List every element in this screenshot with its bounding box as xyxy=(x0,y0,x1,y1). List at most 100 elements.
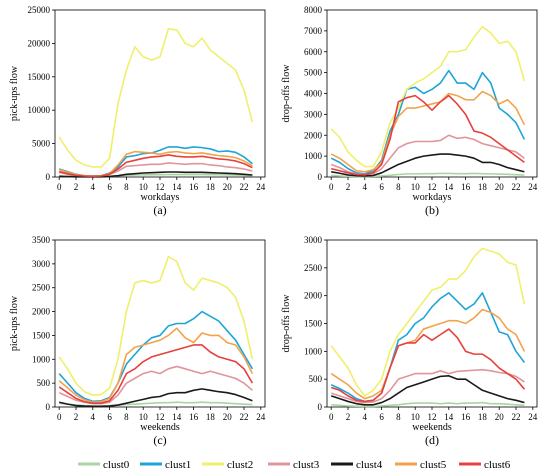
y-axis-title: pick-ups flow xyxy=(9,65,20,121)
y-tick-label: 6000 xyxy=(304,47,323,57)
y-tick-label: 1000 xyxy=(304,151,323,161)
x-tick-label: 10 xyxy=(139,412,149,422)
y-tick-label: 25000 xyxy=(28,5,51,15)
x-tick-label: 16 xyxy=(189,182,199,192)
legend-label-clust3: clust3 xyxy=(293,459,320,471)
plot-frame xyxy=(326,9,538,178)
x-tick-label: 6 xyxy=(107,412,112,422)
series-line-clust2 xyxy=(58,27,254,168)
legend-label-clust1: clust1 xyxy=(165,459,191,471)
y-tick-label: 5000 xyxy=(304,68,323,78)
series-line-clust3 xyxy=(58,365,253,405)
legend-label-clust4: clust4 xyxy=(356,459,383,471)
x-tick-label: 10 xyxy=(411,182,421,192)
x-tick-label: 14 xyxy=(444,182,454,192)
y-tick-label: 500 xyxy=(309,374,323,384)
y-tick-label: 1000 xyxy=(32,354,51,364)
y-axis-title: pick-ups flow xyxy=(9,295,20,351)
x-tick-label: 22 xyxy=(512,412,521,422)
panel-label: (b) xyxy=(425,203,439,217)
x-tick-label: 18 xyxy=(206,182,216,192)
series-line-clust2 xyxy=(330,247,526,397)
series-line-clust6 xyxy=(58,344,254,404)
legend-label-clust6: clust6 xyxy=(484,459,511,471)
y-tick-label: 3500 xyxy=(32,235,51,245)
y-tick-label: 2500 xyxy=(32,283,51,293)
x-axis-title: weekends xyxy=(140,422,180,433)
series-line-clust6 xyxy=(330,328,526,403)
plot-frame xyxy=(54,239,266,408)
y-tick-label: 2000 xyxy=(32,307,51,317)
x-tick-label: 10 xyxy=(411,412,421,422)
y-tick-label: 3000 xyxy=(304,109,323,119)
x-tick-label: 0 xyxy=(57,182,62,192)
x-tick-label: 22 xyxy=(512,182,521,192)
series-line-clust5 xyxy=(330,90,526,173)
y-tick-label: 2000 xyxy=(304,130,323,140)
series-line-clust6 xyxy=(59,154,253,178)
x-tick-label: 24 xyxy=(528,412,538,422)
x-tick-label: 14 xyxy=(172,412,182,422)
x-axis-title: workdays xyxy=(413,192,452,203)
x-tick-label: 8 xyxy=(124,412,129,422)
y-tick-label: 5000 xyxy=(32,139,51,149)
x-tick-label: 18 xyxy=(206,412,216,422)
x-tick-label: 2 xyxy=(346,412,351,422)
y-tick-label: 0 xyxy=(318,172,323,182)
legend-label-clust2: clust2 xyxy=(227,459,253,471)
y-axis-title: drop-offs flow xyxy=(281,294,292,353)
x-tick-label: 12 xyxy=(156,412,165,422)
y-tick-label: 2500 xyxy=(304,263,323,273)
series-line-clust3 xyxy=(330,368,525,404)
plot-frame xyxy=(326,239,538,408)
x-tick-label: 16 xyxy=(461,182,471,192)
panel-label: (c) xyxy=(153,433,166,447)
series-line-clust1 xyxy=(58,146,253,177)
x-tick-label: 16 xyxy=(461,412,471,422)
x-tick-label: 24 xyxy=(528,182,538,192)
y-tick-label: 2000 xyxy=(304,291,323,301)
x-tick-label: 0 xyxy=(329,412,334,422)
x-tick-label: 2 xyxy=(346,182,351,192)
series-line-clust1 xyxy=(330,69,526,175)
y-tick-label: 0 xyxy=(46,402,51,412)
x-tick-label: 22 xyxy=(240,182,249,192)
y-tick-label: 8000 xyxy=(304,5,323,15)
x-tick-label: 20 xyxy=(495,182,505,192)
x-tick-label: 6 xyxy=(379,182,384,192)
y-tick-label: 3000 xyxy=(32,259,51,269)
legend-label-clust0: clust0 xyxy=(103,459,130,471)
series-line-clust5 xyxy=(58,327,254,404)
y-tick-label: 3000 xyxy=(304,235,323,245)
x-axis-title: weekends xyxy=(412,422,452,433)
x-tick-label: 6 xyxy=(107,182,112,192)
x-tick-label: 4 xyxy=(91,412,96,422)
x-tick-label: 20 xyxy=(223,412,233,422)
series-line-clust2 xyxy=(58,255,254,396)
x-tick-label: 14 xyxy=(172,182,182,192)
legend-label-clust5: clust5 xyxy=(420,459,447,471)
series-line-clust1 xyxy=(58,310,254,403)
x-axis-title: workdays xyxy=(141,192,180,203)
y-tick-label: 15000 xyxy=(28,72,51,82)
panel-label: (a) xyxy=(153,203,166,217)
x-tick-label: 14 xyxy=(444,412,454,422)
y-tick-label: 1000 xyxy=(304,346,323,356)
y-tick-label: 1500 xyxy=(32,330,51,340)
legend: clust0 clust1 clust2 clust3 clust4 clust5 clus… xyxy=(78,459,511,471)
x-tick-label: 8 xyxy=(396,182,401,192)
y-tick-label: 1500 xyxy=(304,319,323,329)
series-line-clust1 xyxy=(330,292,526,403)
series-line-clust0 xyxy=(331,401,525,408)
x-tick-label: 0 xyxy=(57,412,62,422)
y-tick-label: 500 xyxy=(37,378,51,388)
x-tick-label: 6 xyxy=(379,412,384,422)
x-tick-label: 18 xyxy=(478,412,488,422)
x-tick-label: 12 xyxy=(428,412,437,422)
x-tick-label: 10 xyxy=(139,182,149,192)
